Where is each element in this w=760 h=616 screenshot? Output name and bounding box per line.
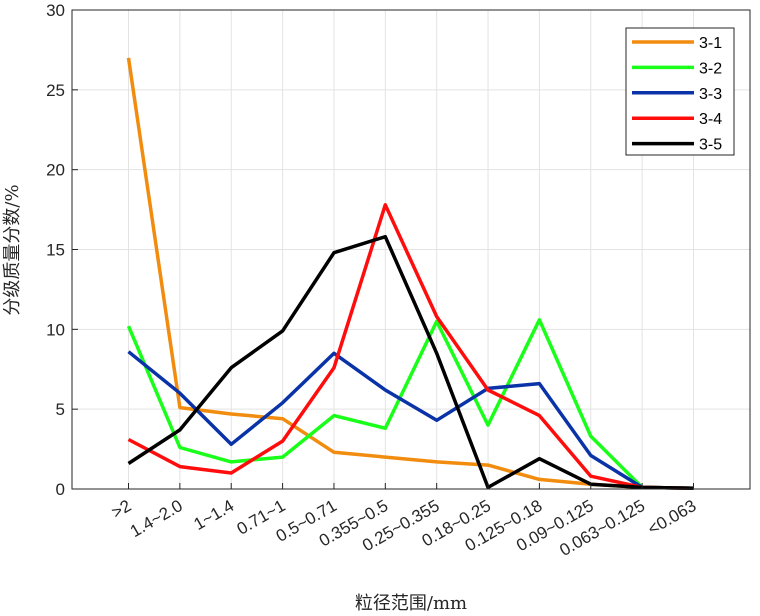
series-line-3-3: [127, 350, 694, 490]
x-tick-label: <0.063: [645, 496, 700, 539]
x-tick-label: >2: [108, 496, 134, 522]
x-axis: >21.4~2.0 1~1.40.71~10.5~0.710.355~0.50.2…: [108, 483, 700, 560]
series-lines: [126, 57, 694, 490]
legend-label-3-3: 3-3: [699, 86, 722, 103]
legend-label-3-5: 3-5: [699, 137, 722, 154]
x-axis-title: 粒径范围/mm: [355, 593, 467, 614]
legend: 3-1 3-2 3-3 3-4 3-5: [625, 27, 735, 156]
series-line-3-4: [127, 203, 694, 490]
legend-label-3-4: 3-4: [699, 111, 722, 128]
y-axis-title: 分级质量分数/%: [2, 184, 23, 315]
legend-label-3-2: 3-2: [699, 60, 722, 77]
y-tick-label: 15: [46, 241, 65, 260]
legend-label-3-1: 3-1: [699, 35, 722, 52]
x-tick-label: 1~1.4: [190, 496, 237, 534]
series-line-3-5: [127, 234, 694, 490]
y-axis: 0 5 10 15 20 25 30: [46, 1, 78, 499]
y-tick-label: 0: [56, 480, 65, 499]
y-tick-label: 30: [46, 1, 65, 20]
grid-lines: [72, 9, 750, 490]
y-tick-label: 20: [46, 161, 65, 180]
series-line-3-2: [126, 318, 694, 490]
y-tick-label: 10: [46, 320, 65, 339]
y-tick-label: 5: [56, 400, 65, 419]
y-tick-label: 25: [46, 81, 65, 100]
x-tick-label: 1.4~2.0: [127, 496, 186, 541]
